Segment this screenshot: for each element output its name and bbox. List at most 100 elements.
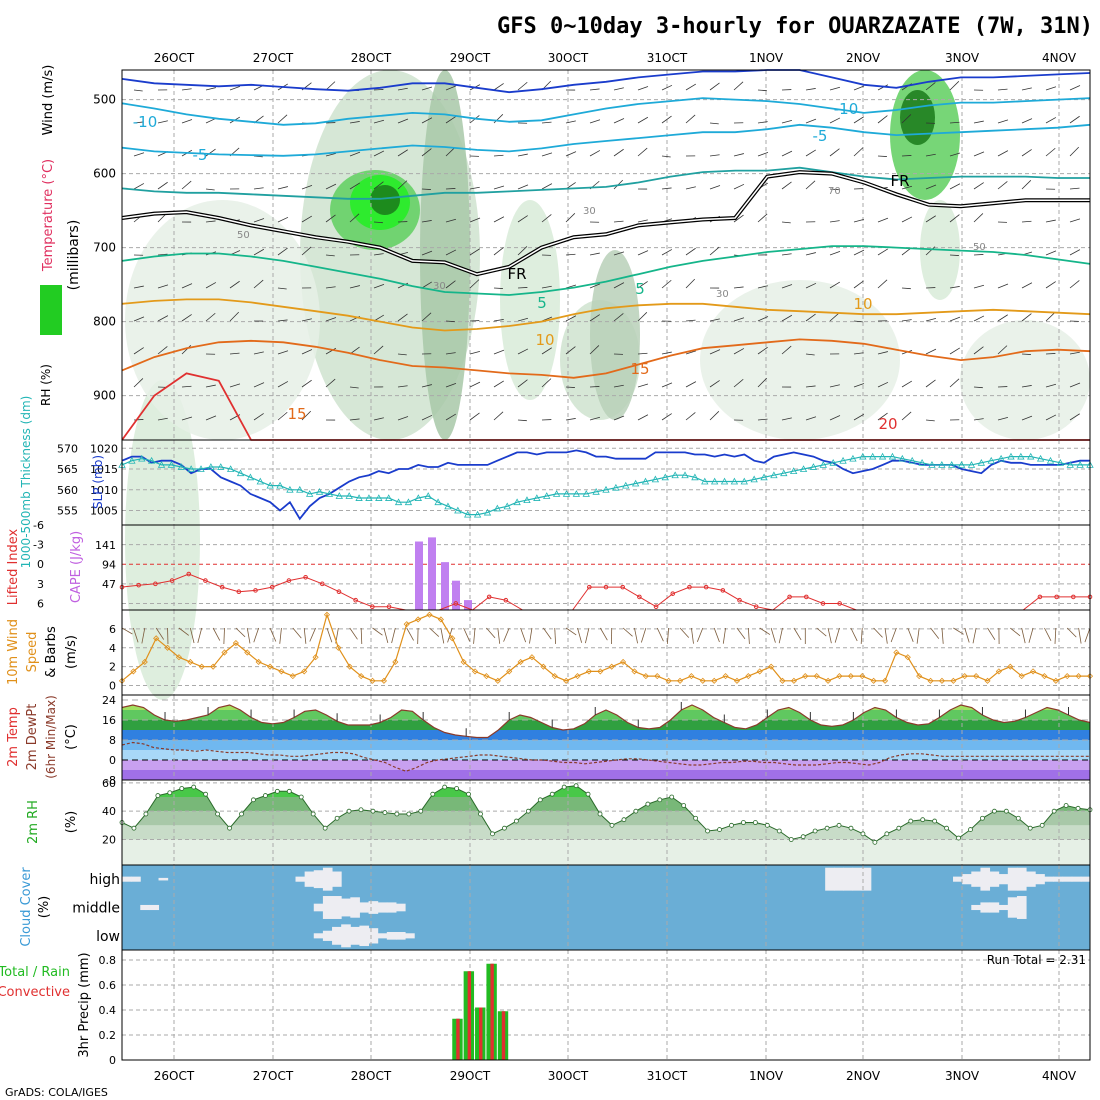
wind-barb-10m <box>890 627 897 643</box>
wind-barb <box>733 153 744 157</box>
rh-point <box>131 825 137 831</box>
lifted-index-point <box>837 601 842 606</box>
cape-axis-label: CAPE (J/kg) <box>69 531 84 603</box>
wind-barb <box>445 352 456 355</box>
rh-shading-area <box>700 280 900 440</box>
thickness-point <box>1017 452 1025 460</box>
wind-barb <box>541 378 552 388</box>
wind-barb-10m <box>834 627 840 643</box>
wind-barb <box>925 318 937 322</box>
thickness-point <box>414 494 423 501</box>
wind-barb <box>181 345 192 355</box>
bottom-date-label: 26OCT <box>154 1069 195 1083</box>
thickness-point <box>671 471 679 479</box>
temp-band <box>122 730 1090 740</box>
wind-barb-10m <box>778 627 783 644</box>
wind-barb <box>181 385 192 388</box>
thickness-point <box>918 458 926 466</box>
thickness-point <box>394 498 403 506</box>
wind-barb-10m <box>916 627 920 644</box>
wind-barb <box>349 418 360 421</box>
wind-barb <box>853 219 865 223</box>
wind-barb <box>565 346 576 355</box>
wind-speed-point <box>278 668 285 675</box>
cloud-cell <box>359 925 370 947</box>
bottom-date-label: 30OCT <box>548 1069 589 1083</box>
rh-point <box>382 810 388 815</box>
wind-barb <box>133 89 143 92</box>
wind-barb <box>613 313 624 322</box>
wind-barb <box>901 114 912 124</box>
rh-point <box>836 822 842 828</box>
wind-barb <box>973 120 984 124</box>
thickness-point <box>325 490 334 497</box>
lifted-index-point <box>653 604 659 610</box>
wind-barb-10m <box>713 627 720 643</box>
thickness-point <box>424 492 432 499</box>
wind-speed-point <box>779 677 786 684</box>
wind-barb <box>373 283 385 289</box>
wind-barb <box>829 188 839 191</box>
wind-speed-point <box>654 673 661 680</box>
thickness-point <box>1046 456 1055 464</box>
top-date-label: 27OCT <box>253 51 294 65</box>
wind-barb <box>373 417 384 421</box>
wind-barb <box>421 188 431 190</box>
wind-barb <box>733 286 744 289</box>
lifted-index-point <box>203 578 208 583</box>
wind-speed-point <box>893 649 900 656</box>
thickness-point <box>760 473 768 481</box>
lifted-index-point <box>637 594 642 600</box>
wind-barb <box>829 312 840 322</box>
rh-point <box>741 820 746 825</box>
wind-barb <box>373 181 384 190</box>
wind-barb <box>733 214 744 223</box>
wind-barb <box>493 247 504 256</box>
wind-barb <box>445 116 456 124</box>
wind-barb <box>877 217 889 223</box>
wind-barb <box>181 119 193 124</box>
pressure-axis-label: (millibars) <box>66 220 82 291</box>
wind-barb <box>469 279 480 289</box>
cloud-cell <box>971 904 981 911</box>
wind-speed-point <box>608 663 615 670</box>
wind-barb <box>157 284 169 289</box>
wind-barb-10m <box>326 627 333 643</box>
wind-speed-point <box>1052 677 1059 684</box>
wind-barb <box>949 316 961 322</box>
wind-barb <box>133 316 145 322</box>
wind-barb <box>205 188 215 191</box>
wind-barb <box>325 183 337 190</box>
lifted-index-point <box>1071 594 1076 600</box>
wind-speed-point <box>916 673 923 680</box>
wind-barb-10m <box>634 627 638 644</box>
wind-barb <box>301 318 312 322</box>
wind-barb <box>397 87 408 91</box>
wind-barb <box>685 412 696 421</box>
wind-barb <box>469 381 481 388</box>
wind-barb <box>565 284 577 289</box>
wind-barb <box>157 181 168 190</box>
wind-barb <box>637 383 649 388</box>
rh-axis-label-1: 2m RH <box>26 800 41 844</box>
wind-barb <box>637 250 649 256</box>
wind-barb <box>973 315 985 322</box>
rh-point <box>167 790 173 796</box>
cloud-cell <box>962 874 972 885</box>
wind-barb <box>229 311 240 322</box>
wind-speed-point <box>358 673 365 680</box>
cloud-cell <box>998 904 1009 911</box>
bottom-date-label: 2NOV <box>846 1069 881 1083</box>
wind-barb <box>877 279 888 289</box>
temperature-contour <box>121 338 1091 379</box>
lifted-index-point <box>269 584 275 590</box>
thickness-point <box>533 494 541 501</box>
panel-frame <box>121 949 1091 1061</box>
wind-barb <box>133 285 144 289</box>
wind-barb <box>373 119 385 124</box>
wind-barb <box>781 284 793 289</box>
cloud-cell <box>341 898 351 917</box>
wind-speed-point <box>961 673 968 680</box>
wind-barb <box>565 386 575 388</box>
wind-barb <box>133 347 144 355</box>
